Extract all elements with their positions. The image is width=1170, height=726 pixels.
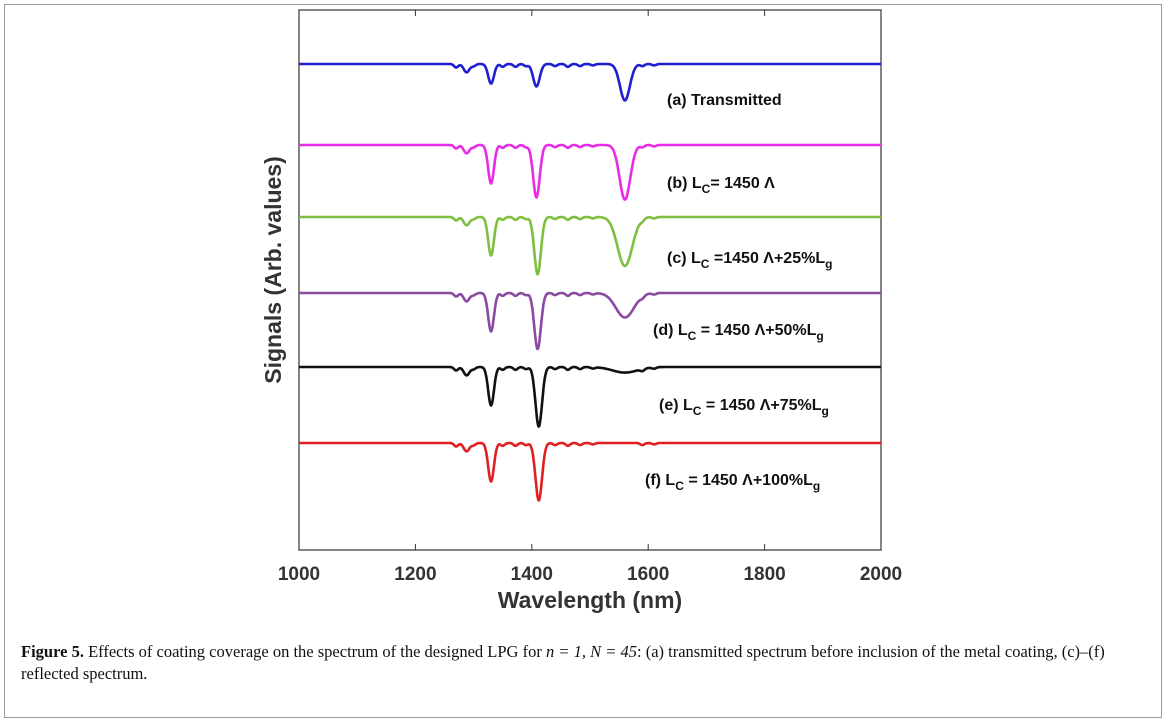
series-label-6: (f) LC = 1450 Λ+100%Lg [645, 472, 820, 493]
x-tick-label-0: 1000 [278, 564, 320, 585]
plot-area-frame [298, 9, 882, 551]
caption-label: Figure 5. [21, 642, 84, 661]
caption-math: n = 1, N = 45 [545, 642, 637, 661]
series-line-5 [298, 365, 882, 428]
y-axis-label: Signals (Arb. values) [260, 156, 286, 384]
series-label-1: (a) Transmitted [667, 92, 782, 109]
series-line-1 [298, 62, 882, 102]
caption-text-2: : (a) transmitted spectrum before inclus… [21, 642, 1105, 683]
spectrum-chart: 1000 1200 1400 1600 1800 2000 Wavelength (nm) S… [260, 9, 902, 613]
x-tick-label-4: 1800 [743, 564, 785, 585]
x-axis-label: Wavelength (nm) [498, 587, 682, 613]
x-tick-label-5: 2000 [860, 564, 902, 585]
x-tick-label-1: 1200 [394, 564, 436, 585]
x-tick-label-2: 1400 [511, 564, 553, 585]
figure-frame: 1000 1200 1400 1600 1800 2000 Wavelength (nm) S… [4, 4, 1162, 718]
x-tick-label-3: 1600 [627, 564, 669, 585]
caption-text-1: Effects of coating coverage on the spect… [83, 642, 546, 661]
series-line-4 [298, 291, 882, 351]
series-label-4: (d) LC = 1450 Λ+50%Lg [653, 322, 824, 343]
series-line-6 [298, 441, 882, 502]
series-label-2: (b) LC= 1450 Λ [667, 175, 775, 196]
series-label-5: (e) LC = 1450 Λ+75%Lg [659, 397, 829, 418]
figure-caption: Figure 5. Effects of coating coverage on… [21, 641, 1151, 685]
series-line-3 [298, 215, 882, 276]
series-line-2 [298, 143, 882, 201]
series-label-3: (c) LC =1450 Λ+25%Lg [667, 250, 832, 271]
